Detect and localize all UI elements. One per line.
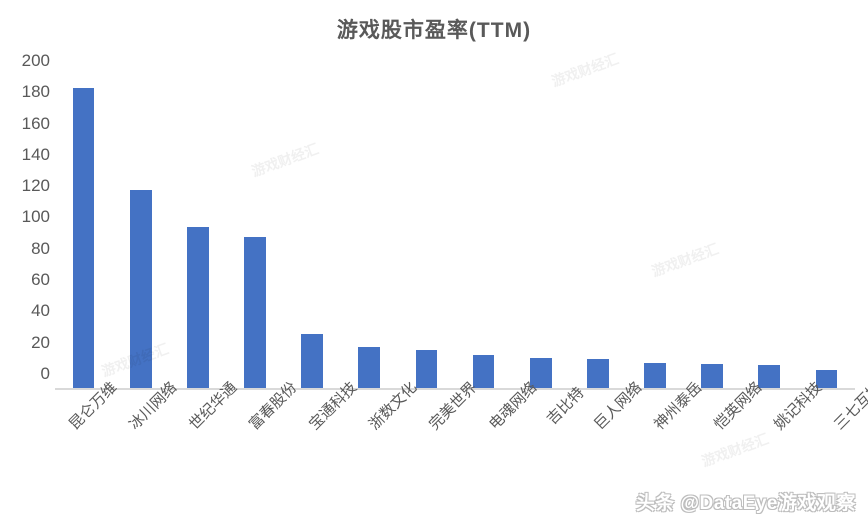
x-label-slot-2: 世纪华通 [175, 390, 235, 500]
bar-slot-11 [684, 60, 741, 388]
bar-宝通科技[interactable] [301, 334, 323, 388]
bar-恺英网络[interactable] [701, 364, 723, 388]
x-label-三七互娱[interactable]: 三七互娱 [829, 377, 868, 492]
y-tick-200: 200 [0, 52, 50, 69]
bar-slot-4 [284, 60, 341, 388]
y-tick-100: 100 [0, 208, 50, 225]
plot-area: 200 180 160 140 120 100 80 60 40 20 0 [55, 60, 855, 390]
y-tick-180: 180 [0, 83, 50, 100]
bar-昆仑万维[interactable] [73, 88, 95, 388]
y-tick-20: 20 [0, 334, 50, 351]
y-tick-80: 80 [0, 240, 50, 257]
bar-slot-7 [455, 60, 512, 388]
y-tick-0: 0 [0, 365, 50, 382]
bar-完美世界[interactable] [416, 350, 438, 388]
x-label-slot-12: 姚记科技 [760, 390, 820, 500]
y-tick-140: 140 [0, 146, 50, 163]
bar-姚记科技[interactable] [758, 365, 780, 388]
bar-slot-0 [55, 60, 112, 388]
x-label-slot-3: 富春股份 [235, 390, 295, 500]
x-axis-labels: 昆仑万维 冰川网络 世纪华通 富春股份 宝通科技 浙数文化 完美世界 电魂网络 … [55, 390, 855, 500]
y-tick-120: 120 [0, 177, 50, 194]
y-tick-160: 160 [0, 115, 50, 132]
bar-slot-8 [512, 60, 569, 388]
bars-row [55, 60, 855, 388]
bar-slot-5 [341, 60, 398, 388]
bar-slot-10 [626, 60, 683, 388]
bar-浙数文化[interactable] [358, 347, 380, 388]
x-label-slot-10: 神州泰岳 [640, 390, 700, 500]
x-label-slot-6: 完美世界 [415, 390, 475, 500]
bar-slot-12 [741, 60, 798, 388]
bar-富春股份[interactable] [244, 237, 266, 388]
y-tick-40: 40 [0, 302, 50, 319]
bar-世纪华通[interactable] [187, 227, 209, 388]
x-label-slot-5: 浙数文化 [355, 390, 415, 500]
x-label-slot-8: 吉比特 [535, 390, 580, 500]
bar-slot-13 [798, 60, 855, 388]
bar-巨人网络[interactable] [587, 359, 609, 388]
x-label-slot-1: 冰川网络 [115, 390, 175, 500]
bar-slot-3 [226, 60, 283, 388]
chart-title: 游戏股市盈率(TTM) [0, 0, 868, 44]
bar-slot-9 [569, 60, 626, 388]
bar-slot-6 [398, 60, 455, 388]
bar-电魂网络[interactable] [473, 355, 495, 388]
y-axis: 200 180 160 140 120 100 80 60 40 20 0 [0, 60, 50, 390]
bar-神州泰岳[interactable] [644, 363, 666, 388]
x-label-slot-9: 巨人网络 [580, 390, 640, 500]
chart-container: 游戏财经汇 游戏财经汇 游戏财经汇 游戏财经汇 游戏财经汇 游戏股市盈率(TTM… [0, 0, 868, 525]
bar-slot-1 [112, 60, 169, 388]
y-tick-60: 60 [0, 271, 50, 288]
x-label-slot-7: 电魂网络 [475, 390, 535, 500]
x-label-slot-11: 恺英网络 [700, 390, 760, 500]
x-label-slot-13: 三七互娱 [820, 390, 868, 500]
x-label-slot-0: 昆仑万维 [55, 390, 115, 500]
x-label-slot-4: 宝通科技 [295, 390, 355, 500]
bar-slot-2 [169, 60, 226, 388]
bar-冰川网络[interactable] [130, 190, 152, 388]
